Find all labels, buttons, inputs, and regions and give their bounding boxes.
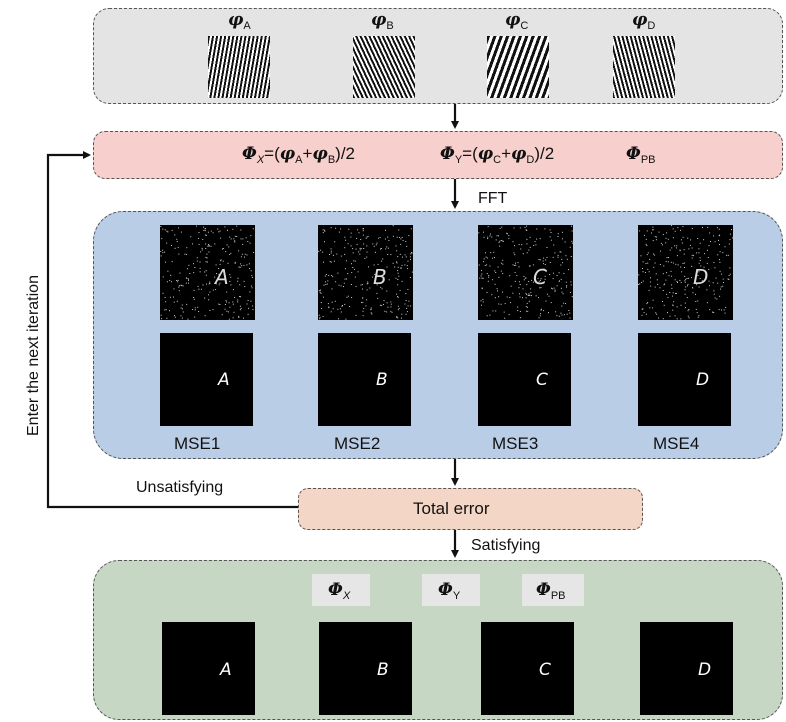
phase-pattern-c [487,36,549,98]
target-image-a: A [160,333,253,426]
target-letter-c: C [536,370,548,390]
phi-x-equation: ΦX=(φA+φB)/2 [242,144,355,166]
phi-c-label: φC [505,10,529,32]
target-image-d: D [638,333,731,426]
noisy-letter-d: D [693,265,709,289]
target-letter-d: D [696,370,710,390]
iteration-loop-arrow [46,151,298,509]
speckle-noise [160,225,255,320]
result-image-c: C [481,622,574,715]
target-letter-a: A [218,370,230,390]
result-letter-a: A [220,660,232,680]
result-phi-pb-chip: ΦPB [522,574,584,606]
noisy-reconstruction-d: D [638,225,733,320]
mse4-label: MSE4 [653,434,700,453]
phi-d-label: φD [632,10,656,32]
phi-a-label: φA [228,10,251,32]
result-image-b: B [319,622,412,715]
composite-phase-panel [93,131,783,179]
total-error-label: Total error [413,499,490,518]
iteration-loop-label: Enter the next iteration [25,275,42,436]
phi-y-equation: ΦY=(φC+φD)/2 [440,144,555,166]
phi-pb-label: ΦPB [626,144,656,166]
mse2-label: MSE2 [334,434,381,453]
target-image-c: C [478,333,571,426]
satisfying-label: Satisfying [471,537,541,554]
speckle-noise [318,225,413,320]
phase-pattern-b [353,36,415,98]
result-phi-y-chip: ΦY [422,574,480,606]
noisy-letter-b: B [373,265,387,289]
noisy-reconstruction-b: B [318,225,413,320]
speckle-noise [478,225,573,319]
speckle-noise [638,225,733,320]
unsatisfying-label: Unsatisfying [136,479,224,496]
noisy-reconstruction-c: C [478,225,573,320]
result-phi-x-chip: ΦX [312,574,370,606]
result-letter-c: C [539,660,551,680]
noisy-reconstruction-a: A [160,225,255,320]
fft-label: FFT [478,190,508,207]
mse3-label: MSE3 [492,434,539,453]
total-error-box [298,488,643,530]
result-letter-b: B [377,660,389,680]
result-image-a: A [162,622,255,715]
phase-pattern-d [613,36,675,98]
target-letter-b: B [376,370,388,390]
phase-pattern-a [208,36,270,98]
result-image-d: D [640,622,733,715]
noisy-letter-c: C [533,265,547,289]
target-image-b: B [318,333,411,426]
result-letter-d: D [698,660,712,680]
mse1-label: MSE1 [174,434,221,453]
noisy-letter-a: A [215,265,229,289]
phi-b-label: φB [371,10,394,32]
